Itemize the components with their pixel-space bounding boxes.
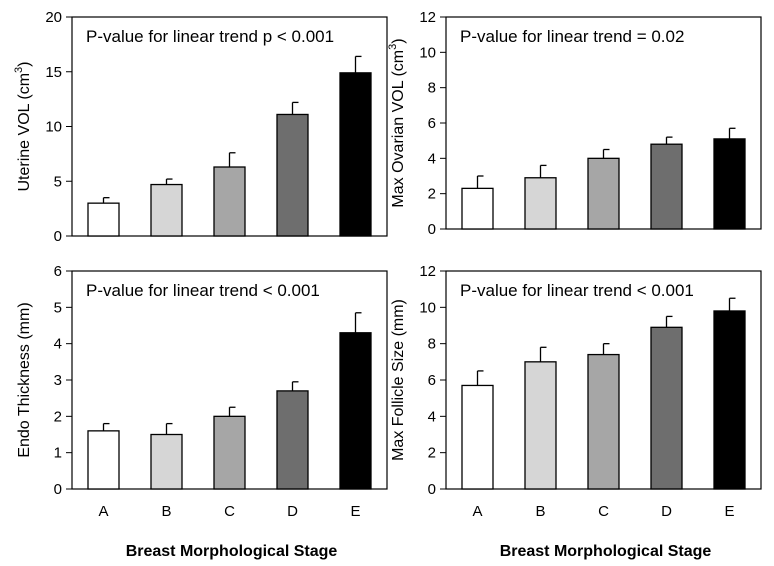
follicle-size-x-axis-label: Breast Morphological Stage: [500, 543, 712, 560]
ovarian-vol-bar-B: [524, 177, 557, 230]
uterine-vol-bar-B: [150, 183, 183, 237]
uterine-vol-chart: 0 5 10 15 20 P-value for linear trend p < 0.0…: [13, 9, 388, 245]
ovarian-vol-y-tick-label: 2: [428, 186, 436, 203]
ovarian-vol-y-axis-label: Max Ovarian VOL (cm3): [387, 38, 407, 207]
endo-thickness-y-axis-label: Endo Thickness (mm): [16, 302, 33, 457]
uterine-vol-bar-C: [213, 166, 246, 237]
endo-thickness-bar-D: [276, 390, 309, 490]
ovarian-vol-y-tick-label: 4: [428, 150, 436, 167]
uterine-vol-y-tick-label: 5: [54, 173, 62, 190]
uterine-vol-y-tick-label: 10: [45, 119, 62, 136]
endo-thickness-x-tick-label: B: [161, 503, 171, 520]
ovarian-vol-y-tick-label: 12: [419, 9, 436, 26]
endo-thickness-bar-C: [213, 415, 246, 490]
endo-thickness-bar-B: [150, 433, 183, 490]
endo-thickness-x-tick-label: A: [98, 503, 108, 520]
endo-thickness-x-tick-label: C: [224, 503, 235, 520]
follicle-size-bar-C: [587, 353, 620, 490]
ovarian-vol-trend-annotation: P-value for linear trend = 0.02: [460, 27, 684, 46]
uterine-vol-y-tick-label: 0: [54, 228, 62, 245]
endo-thickness-y-tick-label: 2: [54, 408, 62, 425]
ovarian-vol-y-tick-label: 8: [428, 80, 436, 97]
uterine-vol-bar-E: [339, 72, 372, 237]
follicle-size-bar-D: [650, 326, 683, 490]
ovarian-vol-y-tick-label: 0: [428, 221, 436, 238]
ovarian-vol-chart: 0 2 4 6 8 10 12 P-value for linear trend = 0.02…: [387, 9, 762, 238]
endo-thickness-x-tick-label: E: [350, 503, 360, 520]
follicle-size-y-tick-label: 4: [428, 408, 436, 425]
follicle-size-trend-annotation: P-value for linear trend < 0.001: [460, 281, 694, 300]
uterine-vol-bar-D: [276, 113, 309, 237]
ovarian-vol-bar-D: [650, 143, 683, 230]
endo-thickness-bar-A: [87, 430, 120, 490]
follicle-size-x-tick-label: D: [661, 503, 672, 520]
follicle-size-x-tick-label: E: [724, 503, 734, 520]
ovarian-vol-bar-A: [461, 187, 494, 230]
endo-thickness-x-axis-label: Breast Morphological Stage: [126, 543, 338, 560]
endo-thickness-y-tick-label: 4: [54, 336, 62, 353]
endo-thickness-chart: 0 1 2 3 4 5 6 A B C D E P-value for linear trend < 0…: [16, 263, 388, 560]
endo-thickness-bar-E: [339, 332, 372, 490]
endo-thickness-y-tick-label: 3: [54, 372, 62, 389]
ovarian-vol-y-tick-label: 6: [428, 115, 436, 132]
follicle-size-bar-E: [713, 310, 746, 490]
ovarian-vol-bar-C: [587, 157, 620, 230]
endo-thickness-y-tick-label: 6: [54, 263, 62, 280]
uterine-vol-y-axis-label: Uterine VOL (cm3): [13, 62, 33, 192]
follicle-size-y-tick-label: 12: [419, 263, 436, 280]
follicle-size-y-tick-label: 2: [428, 445, 436, 462]
uterine-vol-y-tick-label: 20: [45, 9, 62, 26]
follicle-size-bar-B: [524, 361, 557, 490]
follicle-size-x-tick-label: A: [472, 503, 482, 520]
follicle-size-y-tick-label: 0: [428, 481, 436, 498]
follicle-size-x-tick-label: B: [535, 503, 545, 520]
follicle-size-chart: 0 2 4 6 8 10 12 A B C D E P-value for linear trend <…: [390, 263, 762, 560]
follicle-size-y-tick-label: 8: [428, 336, 436, 353]
follicle-size-x-tick-label: C: [598, 503, 609, 520]
follicle-size-y-tick-label: 10: [419, 299, 436, 316]
endo-thickness-x-tick-label: D: [287, 503, 298, 520]
follicle-size-y-axis-label: Max Follicle Size (mm): [390, 299, 407, 461]
ovarian-vol-y-tick-label: 10: [419, 44, 436, 61]
follicle-size-bar-A: [461, 384, 494, 490]
endo-thickness-y-tick-label: 5: [54, 299, 62, 316]
uterine-vol-y-tick-label: 15: [45, 64, 62, 81]
uterine-vol-bar-A: [87, 202, 120, 237]
endo-thickness-trend-annotation: P-value for linear trend < 0.001: [86, 281, 320, 300]
ovarian-vol-bar-E: [713, 138, 746, 230]
endo-thickness-y-tick-label: 0: [54, 481, 62, 498]
uterine-vol-trend-annotation: P-value for linear trend p < 0.001: [86, 27, 334, 46]
endo-thickness-y-tick-label: 1: [54, 445, 62, 462]
follicle-size-y-tick-label: 6: [428, 372, 436, 389]
